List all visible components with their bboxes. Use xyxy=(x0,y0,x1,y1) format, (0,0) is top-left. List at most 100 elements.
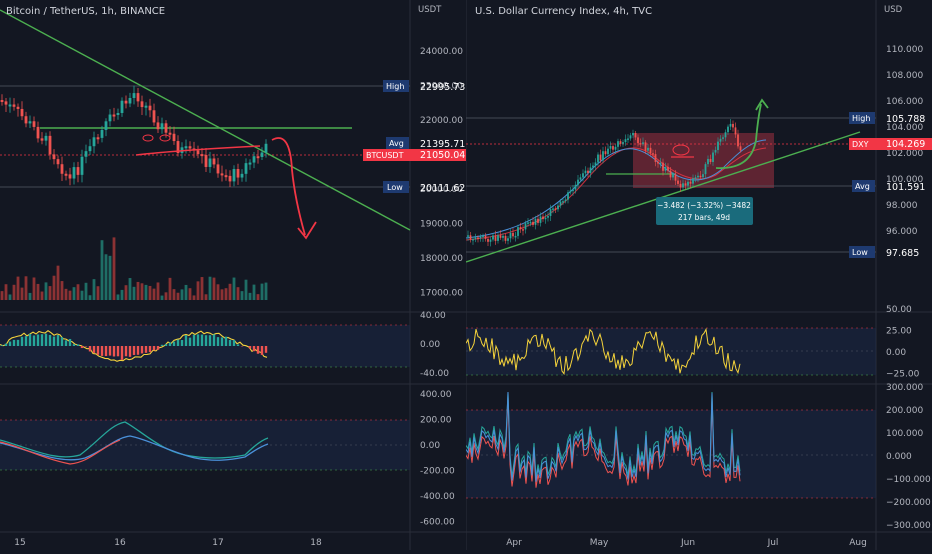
left-high-label: High 22995.73 xyxy=(383,80,465,93)
candle xyxy=(21,109,24,116)
left-candles xyxy=(1,86,268,187)
candle xyxy=(497,235,499,241)
candle xyxy=(475,238,477,240)
right-currency-label: USD xyxy=(884,5,903,15)
volume-bar xyxy=(161,296,164,300)
svg-text:BTCUSDT: BTCUSDT xyxy=(366,151,404,160)
candle xyxy=(612,146,614,150)
osc-hist-bar xyxy=(5,344,7,346)
volume-bar xyxy=(261,284,264,300)
osc-hist-bar xyxy=(209,335,211,346)
volume-bar xyxy=(117,294,120,300)
candle xyxy=(672,174,674,177)
left-chart-pane[interactable]: Bitcoin / TetherUS, 1h, BINANCE xyxy=(0,0,466,550)
candle xyxy=(702,174,704,177)
osc-hist-bar xyxy=(173,342,175,346)
osc-hist-bar xyxy=(33,335,35,346)
candle xyxy=(712,153,714,162)
candle xyxy=(532,222,534,225)
candle xyxy=(17,107,20,109)
osc-hist-bar xyxy=(161,345,163,346)
osc-hist-bar xyxy=(45,334,47,346)
measure-tooltip: −3.482 (−3.32%) −3482 217 bars, 49d xyxy=(656,197,753,225)
volume-bar xyxy=(105,254,108,300)
osc-hist-bar xyxy=(17,340,19,346)
volume-bar xyxy=(97,286,100,300)
candle xyxy=(670,171,672,178)
right-range-highlight-box xyxy=(633,133,774,188)
candle xyxy=(680,184,682,187)
candle xyxy=(740,146,742,150)
osc-hist-bar xyxy=(113,346,115,356)
candle xyxy=(81,157,84,175)
volume-bar xyxy=(29,293,32,300)
volume-bar xyxy=(37,284,40,300)
candle xyxy=(637,137,639,143)
candle xyxy=(512,233,514,236)
osc-hist-bar xyxy=(121,346,123,360)
candle xyxy=(109,115,112,122)
candle xyxy=(732,124,734,127)
candle xyxy=(261,152,264,157)
candle xyxy=(1,100,4,102)
osc-hist-bar xyxy=(97,346,99,355)
osc-hist-bar xyxy=(253,346,255,351)
candle xyxy=(33,121,36,127)
right-osc2-axis: 300.000200.000100.0000.000−100.000−200.0… xyxy=(886,383,931,531)
svg-text:High: High xyxy=(852,114,870,123)
osc-hist-bar xyxy=(237,344,239,346)
axis-tick-label: 110.000 xyxy=(886,45,923,55)
candle xyxy=(722,137,724,139)
right-chart-canvas[interactable]: −3.482 (−3.32%) −3482 217 bars, 49d 110.… xyxy=(466,0,932,550)
axis-tick-label: -400.00 xyxy=(420,492,455,502)
volume-bar xyxy=(177,293,180,300)
candle xyxy=(605,151,607,154)
candle xyxy=(685,183,687,185)
right-chart-pane[interactable]: U.S. Dollar Currency Index, 4h, TVC −3.4… xyxy=(466,0,932,550)
axis-tick-label: 100.000 xyxy=(886,429,923,439)
svg-text:20111.62: 20111.62 xyxy=(420,183,465,194)
candle xyxy=(585,171,587,174)
candle xyxy=(213,158,216,164)
candle xyxy=(657,162,659,164)
candle xyxy=(237,169,240,178)
candle xyxy=(547,216,549,218)
right-avg-label: Avg 101.591 xyxy=(852,180,925,193)
osc-hist-bar xyxy=(93,346,95,353)
right-high-label: High 105.788 xyxy=(849,112,925,125)
axis-tick-label: 102.000 xyxy=(886,149,923,159)
candle xyxy=(557,206,559,210)
candle xyxy=(520,227,522,229)
time-tick-label: 17 xyxy=(212,538,223,548)
candle xyxy=(580,177,582,179)
time-tick-label: Jun xyxy=(680,538,695,548)
candle xyxy=(480,236,482,238)
candle xyxy=(121,101,124,113)
axis-tick-label: 300.000 xyxy=(886,383,923,393)
candle xyxy=(542,217,544,220)
candle xyxy=(535,219,537,225)
volume-bar xyxy=(125,285,128,300)
volume-bar xyxy=(81,291,84,300)
osc-hist-bar xyxy=(265,346,267,353)
candle xyxy=(727,127,729,133)
svg-text:Avg: Avg xyxy=(855,182,870,191)
osc-hist-bar xyxy=(225,337,227,346)
left-chart-canvas[interactable]: 24000.0023000.0022000.0021000.0020000.00… xyxy=(0,0,466,550)
osc-hist-bar xyxy=(141,346,143,353)
candle xyxy=(500,235,502,238)
candle xyxy=(185,146,188,148)
volume-bar xyxy=(249,293,252,300)
candle xyxy=(101,130,104,138)
candle xyxy=(482,236,484,238)
osc-hist-bar xyxy=(21,337,23,346)
volume-bar xyxy=(145,285,148,300)
candle xyxy=(550,209,552,216)
candle xyxy=(705,164,707,174)
candle xyxy=(477,238,479,240)
candle xyxy=(632,133,634,135)
candle xyxy=(233,169,236,181)
candle xyxy=(607,149,609,154)
candle xyxy=(562,201,564,203)
